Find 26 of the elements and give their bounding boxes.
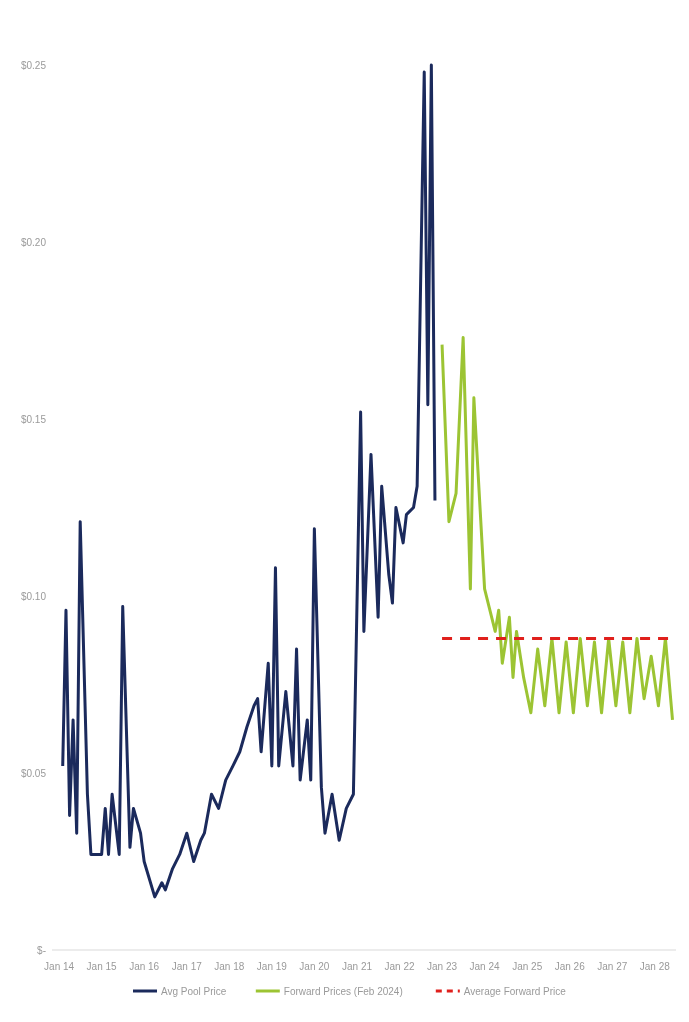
y-tick-label: $0.25: [20, 59, 47, 71]
x-tick-label: Jan 25: [512, 961, 543, 972]
x-tick-label: Jan 26: [554, 961, 586, 972]
line-series: [440, 336, 675, 722]
x-tick-label: Jan 28: [639, 961, 671, 972]
x-tick-label: Jan 17: [171, 961, 203, 972]
x-tick-label: Jan 14: [44, 961, 75, 972]
line-series: [61, 63, 437, 899]
y-tick-label: $0.10: [20, 590, 47, 602]
legend-label: Avg Pool Price: [161, 986, 227, 997]
x-tick-label: Jan 16: [129, 961, 160, 972]
x-tick-label: Jan 27: [597, 961, 628, 972]
y-tick-label: $0.15: [20, 413, 47, 425]
x-tick-label: Jan 21: [341, 961, 373, 972]
y-tick-label: $-: [37, 944, 46, 956]
y-tick-label: $0.20: [20, 236, 47, 248]
x-tick-label: Jan 18: [214, 961, 245, 972]
y-tick-label: $0.05: [20, 767, 47, 779]
x-tick-label: Jan 19: [256, 961, 288, 972]
x-tick-label: Jan 22: [384, 961, 415, 972]
x-tick-label: Jan 24: [469, 961, 501, 972]
legend-label: Average Forward Price: [463, 986, 567, 997]
x-tick-label: Jan 15: [86, 961, 118, 972]
x-tick-label: Jan 23: [427, 961, 458, 972]
legend-label: Forward Prices (Feb 2024): [283, 986, 403, 997]
x-tick-label: Jan 20: [299, 961, 330, 972]
